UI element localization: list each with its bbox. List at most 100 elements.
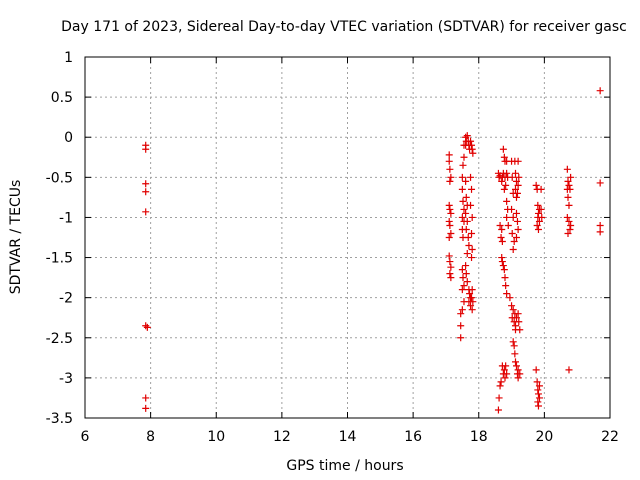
data-point (446, 270, 454, 278)
data-point (462, 177, 470, 185)
data-point (535, 382, 543, 390)
data-point (457, 322, 465, 330)
x-tick-label: 18 (470, 429, 488, 445)
data-point (458, 213, 466, 221)
data-point (462, 133, 470, 141)
data-point (565, 366, 573, 374)
data-point (463, 278, 471, 286)
data-point (467, 173, 475, 181)
data-point (496, 382, 504, 390)
data-point (462, 270, 470, 278)
data-point (567, 221, 575, 229)
data-point (509, 213, 517, 221)
data-point (497, 378, 505, 386)
data-point (498, 225, 506, 233)
data-point (502, 362, 510, 370)
data-point (534, 201, 542, 209)
data-point (462, 209, 470, 217)
data-point (537, 185, 545, 193)
y-tick-label: -2 (59, 291, 73, 307)
data-point (447, 209, 455, 217)
data-point (509, 338, 517, 346)
data-point (503, 213, 511, 221)
data-point (512, 362, 520, 370)
data-point (498, 258, 506, 266)
data-point (509, 306, 517, 314)
plot-frame (84, 56, 611, 419)
data-point (535, 217, 543, 225)
data-point (468, 246, 476, 254)
data-point (513, 189, 521, 197)
data-point (445, 217, 453, 225)
chart-title: Day 171 of 2023, Sidereal Day-to-day VTE… (61, 19, 627, 35)
data-point (538, 213, 546, 221)
data-point (502, 181, 510, 189)
data-point (512, 358, 519, 366)
data-point (499, 262, 507, 270)
data-point (596, 221, 604, 229)
data-point (533, 221, 541, 229)
data-point (502, 282, 510, 290)
data-point (500, 185, 508, 193)
data-point (446, 205, 454, 213)
data-point (469, 149, 477, 157)
y-tick-label: -1.5 (46, 251, 73, 267)
x-tick-label: 8 (146, 429, 155, 445)
data-point (508, 173, 516, 181)
data-point (512, 209, 520, 217)
data-point (516, 326, 524, 334)
data-point (466, 290, 474, 298)
data-point (564, 177, 572, 185)
data-point (501, 274, 509, 282)
data-point (468, 145, 476, 153)
data-point (512, 193, 520, 201)
data-point (463, 217, 471, 225)
data-point (500, 266, 508, 274)
data-point (512, 169, 519, 177)
x-tick-label: 22 (601, 429, 619, 445)
data-point (457, 310, 465, 318)
data-point (462, 225, 470, 233)
data-point (445, 201, 453, 209)
data-point (458, 286, 466, 294)
data-point (512, 177, 520, 185)
data-point (468, 229, 476, 237)
data-point (509, 246, 517, 254)
data-point (514, 310, 522, 318)
x-tick-label: 6 (81, 429, 90, 445)
gridlines (85, 57, 610, 418)
data-point (515, 173, 523, 181)
data-point (447, 173, 455, 181)
data-point (512, 185, 519, 193)
data-point (534, 402, 542, 410)
data-point (467, 302, 475, 310)
data-point (467, 137, 475, 145)
data-point (565, 181, 573, 189)
data-point (468, 286, 476, 294)
data-point (566, 185, 574, 193)
data-point (494, 406, 502, 414)
data-point (142, 188, 150, 196)
data-point (510, 238, 518, 246)
data-point (510, 342, 518, 350)
data-point (445, 151, 453, 159)
data-point (464, 234, 472, 241)
data-point (508, 205, 516, 213)
x-tick-label: 16 (404, 429, 422, 445)
data-point (565, 217, 573, 225)
y-axis-label: SDTVAR / TECUs (8, 180, 24, 295)
x-tick-label: 10 (207, 429, 225, 445)
data-point (513, 217, 521, 225)
data-point (462, 262, 470, 270)
data-point (460, 153, 468, 161)
data-point (462, 193, 470, 201)
data-point (508, 302, 516, 310)
data-point (506, 294, 514, 302)
data-point (142, 394, 150, 402)
data-point (457, 334, 465, 342)
data-point (503, 370, 511, 378)
data-point (447, 263, 455, 271)
y-tick-label: 0.5 (51, 90, 73, 106)
data-point (534, 390, 542, 398)
data-point (469, 298, 477, 306)
